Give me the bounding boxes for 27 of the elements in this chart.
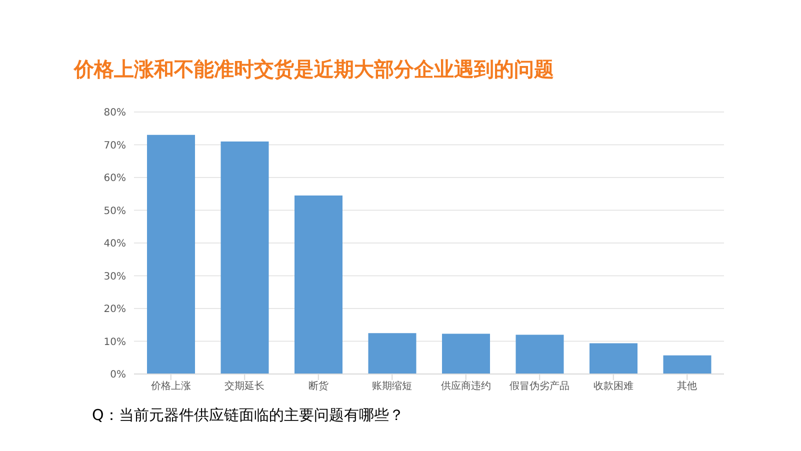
bar [442,334,490,374]
y-tick-label: 50% [104,206,126,217]
x-tick-label: 断货 [308,380,328,392]
y-tick-label: 40% [104,238,126,250]
y-tick-label: 60% [104,173,126,184]
bar [663,355,712,374]
x-tick-label: 价格上涨 [150,380,191,392]
y-tick-label: 80% [104,108,126,119]
y-tick-label: 10% [104,336,126,348]
bar [590,343,638,374]
x-tick-label: 供应商违约 [440,380,491,392]
text: Q：当前元器件供应链面临的主要问题有哪些？ [92,406,404,425]
bar [516,334,564,374]
x-tick-label: 收款困难 [593,380,634,392]
x-tick-label: 交期延长 [224,380,265,392]
x-tick-label: 假冒伪劣产品 [510,380,570,392]
bar [294,196,342,374]
bar [220,141,269,374]
x-tick-label: 其他 [677,380,698,392]
chart-title: 价格上涨和不能准时交货是近期大部分企业遇到的问题 [74,56,554,83]
y-tick-label: 30% [104,271,126,282]
y-tick-label: 0% [110,370,126,381]
bar [368,333,416,374]
y-tick-label: 70% [104,140,126,152]
x-tick-label: 账期缩短 [372,380,412,392]
y-tick-label: 20% [104,304,126,316]
bar [147,134,195,374]
